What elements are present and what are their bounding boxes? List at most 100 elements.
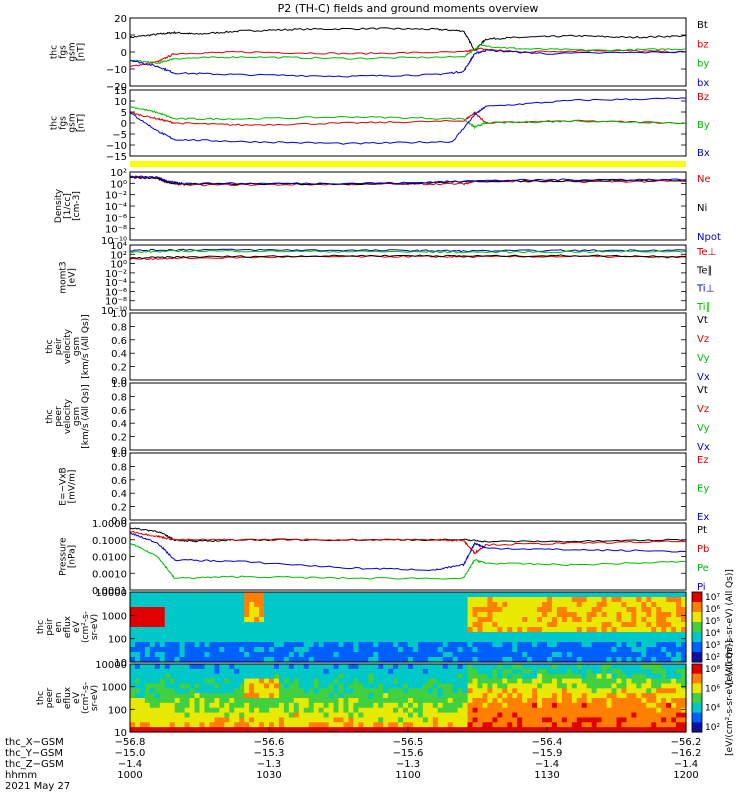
heatmap-cell	[676, 722, 682, 728]
heatmap-cell	[512, 607, 518, 613]
heatmap-cell	[631, 698, 637, 704]
heatmap-cell	[154, 717, 161, 723]
heatmap-cell	[472, 637, 479, 643]
heatmap-cell	[422, 652, 429, 658]
heatmap-cell	[343, 657, 350, 663]
heatmap-cell	[591, 592, 598, 598]
heatmap-cell	[621, 688, 628, 694]
heatmap-cell	[323, 612, 330, 618]
heatmap-cell	[348, 688, 354, 694]
panel-frame	[129, 522, 687, 591]
heatmap-cell	[596, 727, 603, 733]
heatmap-cell	[626, 717, 632, 723]
heatmap-cell	[666, 722, 672, 728]
heatmap-cell	[477, 592, 484, 598]
heatmap-cell	[512, 707, 518, 714]
heatmap-cell	[363, 602, 369, 608]
heatmap-cell	[576, 683, 583, 689]
heatmap-cell	[576, 657, 583, 663]
heatmap-cell	[393, 627, 399, 633]
heatmap-cell	[596, 712, 603, 719]
y-axis-label: thc	[45, 339, 55, 353]
heatmap-cell	[601, 602, 608, 608]
heatmap-cell	[234, 698, 240, 704]
heatmap-cell	[676, 698, 682, 704]
heatmap-cell	[368, 698, 374, 704]
heatmap-cell	[209, 597, 215, 603]
heatmap-cell	[641, 702, 647, 709]
heatmap-cell	[656, 712, 662, 719]
heatmap-cell	[209, 717, 215, 723]
heatmap-cell	[388, 597, 394, 603]
heatmap-cell	[134, 597, 141, 603]
heatmap-cell	[442, 678, 449, 685]
heatmap-cell	[273, 592, 280, 598]
heatmap-cell	[661, 722, 667, 728]
heatmap-cell	[214, 647, 220, 653]
heatmap-cell	[249, 657, 255, 663]
heatmap-cell	[269, 637, 275, 643]
heatmap-cell	[393, 602, 399, 608]
heatmap-cell	[139, 722, 146, 728]
heatmap-cell	[278, 622, 285, 628]
heatmap-cell	[408, 617, 414, 623]
heatmap-cell	[507, 664, 513, 670]
heatmap-cell	[442, 698, 449, 704]
heatmap-cell	[556, 632, 563, 638]
heatmap-cell	[462, 678, 469, 685]
heatmap-cell	[318, 712, 325, 719]
heatmap-cell	[551, 707, 558, 714]
heatmap-cell	[646, 592, 652, 598]
heatmap-cell	[343, 602, 350, 608]
heatmap-cell	[328, 632, 335, 638]
heatmap-cell	[591, 612, 598, 618]
heatmap-cell	[134, 707, 141, 714]
series-Pe	[129, 542, 687, 580]
heatmap-cell	[537, 712, 543, 719]
heatmap-cell	[293, 683, 300, 689]
heatmap-cell	[576, 647, 583, 653]
heatmap-cell	[636, 657, 642, 663]
heatmap-cell	[194, 632, 201, 638]
heatmap-cell	[422, 637, 429, 643]
heatmap-cell	[383, 642, 389, 648]
heatmap-cell	[581, 668, 588, 675]
heatmap-cell	[403, 612, 409, 618]
heatmap-cell	[318, 702, 325, 709]
heatmap-cell	[547, 592, 553, 598]
heatmap-cell	[661, 727, 667, 733]
heatmap-cell	[288, 712, 295, 719]
heatmap-cell	[234, 702, 240, 709]
heatmap-cell	[467, 664, 474, 670]
heatmap-cell	[393, 702, 399, 709]
heatmap-cell	[368, 592, 374, 598]
heatmap-cell	[611, 637, 618, 643]
heatmap-cell	[179, 668, 186, 675]
heatmap-cell	[492, 717, 498, 723]
heatmap-cell	[442, 717, 449, 723]
heatmap-cell	[333, 722, 340, 728]
heatmap-cell	[492, 652, 498, 658]
heatmap-cell	[239, 678, 245, 685]
heatmap-cell	[184, 647, 191, 653]
heatmap-cell	[293, 693, 300, 699]
heatmap-cell	[383, 647, 389, 653]
heatmap-cell	[358, 657, 364, 663]
heatmap-cell	[566, 627, 573, 633]
heatmap-cell	[328, 727, 335, 733]
heatmap-cell	[244, 602, 250, 608]
heatmap-cell	[244, 688, 250, 694]
heatmap-cell	[139, 632, 146, 638]
heatmap-cell	[537, 683, 543, 689]
heatmap-cell	[249, 637, 255, 643]
heatmap-cell	[373, 707, 379, 714]
heatmap-cell	[631, 652, 637, 658]
heatmap-cell	[254, 664, 260, 670]
heatmap-cell	[437, 668, 444, 675]
heatmap-cell	[527, 668, 533, 675]
heatmap-cell	[457, 722, 464, 728]
heatmap-cell	[229, 597, 235, 603]
heatmap-cell	[636, 627, 642, 633]
heatmap-cell	[547, 707, 553, 714]
heatmap-cell	[383, 592, 389, 598]
